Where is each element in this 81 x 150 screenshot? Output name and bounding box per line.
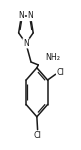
Text: Cl: Cl (56, 68, 64, 77)
Text: NH₂: NH₂ (46, 53, 61, 62)
Text: Cl: Cl (34, 131, 42, 140)
Text: N: N (23, 39, 29, 48)
Text: N: N (28, 11, 33, 20)
Text: N: N (19, 11, 24, 20)
